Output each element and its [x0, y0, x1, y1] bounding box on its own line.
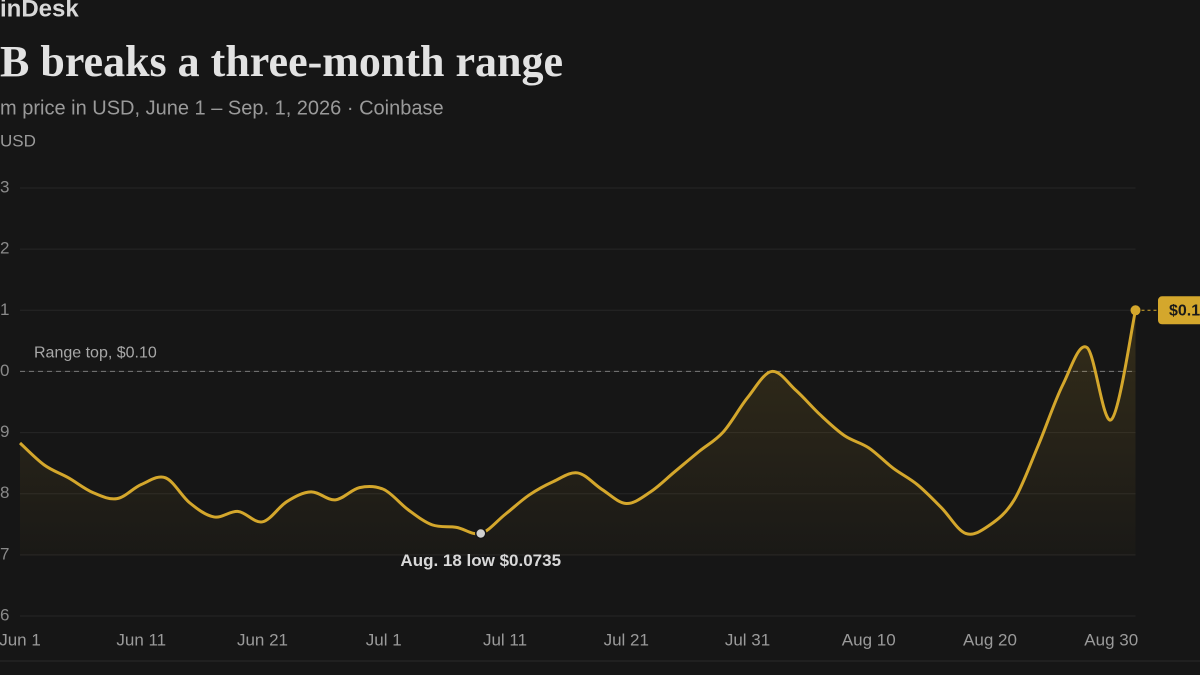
x-tick-label: Jul 31	[725, 630, 770, 649]
brand: inDesk	[0, 0, 79, 22]
y-tick-label: 1	[0, 300, 9, 319]
y-tick-label: 6	[0, 605, 9, 624]
title: B breaks a three-month range	[0, 37, 563, 86]
y-tick-label: 8	[0, 483, 9, 502]
y-tick-label: 0	[0, 361, 9, 380]
end-label: $0.1	[1169, 303, 1200, 320]
x-tick-label: Jun 1	[0, 630, 41, 649]
x-tick-label: Jul 1	[366, 630, 402, 649]
low-label: Aug. 18 low $0.0735	[400, 551, 561, 570]
area	[20, 310, 1136, 556]
x-tick-label: Jul 21	[604, 630, 649, 649]
x-tick-label: Aug 20	[963, 630, 1017, 649]
y-axis-label: USD	[0, 131, 36, 150]
x-tick-label: Jul 11	[483, 630, 527, 649]
y-tick-label: 3	[0, 177, 9, 196]
x-tick-label: Aug 10	[842, 630, 896, 649]
low-point	[475, 527, 487, 540]
x-tick-label: Jun 11	[116, 630, 166, 649]
y-tick-label: 7	[0, 544, 9, 563]
price-line	[18, 309, 1137, 536]
subtitle: m price in USD, June 1 – Sep. 1, 2026 · …	[0, 97, 444, 119]
y-tick-label: 9	[0, 422, 9, 441]
x-tick-label: Aug 30	[1084, 630, 1138, 649]
end-point	[1130, 305, 1141, 316]
reference-label: Range top, $0.10	[34, 345, 157, 362]
x-tick-label: Jun 21	[237, 630, 288, 649]
y-tick-label: 2	[0, 239, 9, 258]
end-label-box	[1158, 296, 1200, 325]
